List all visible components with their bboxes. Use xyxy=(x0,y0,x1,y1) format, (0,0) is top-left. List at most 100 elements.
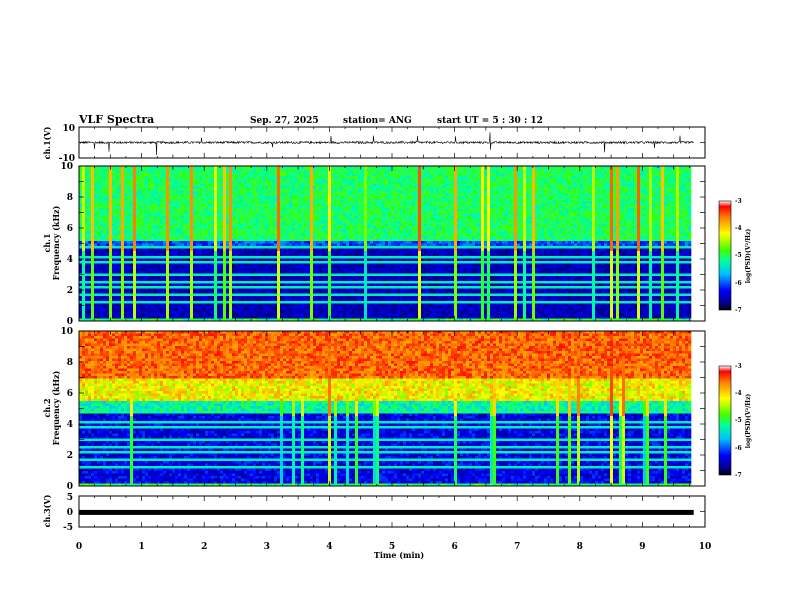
spectrogram-cell xyxy=(139,236,143,239)
spectrogram-cell xyxy=(274,298,278,302)
spectrogram-cell xyxy=(304,286,308,289)
spectrogram-cell xyxy=(226,296,230,299)
spectrogram-cell xyxy=(250,201,254,204)
spectrogram-cell xyxy=(199,198,203,202)
spectrogram-cell xyxy=(169,306,173,309)
spectrogram-cell xyxy=(265,198,269,202)
spectrogram-cell xyxy=(286,261,290,264)
spectrogram-cell xyxy=(133,166,137,169)
spectrogram-cell xyxy=(175,306,179,309)
spectrogram-cell xyxy=(262,221,266,224)
spectrogram-cell xyxy=(286,263,290,267)
spectrogram-cell xyxy=(133,273,137,277)
spectrogram-cell xyxy=(190,293,194,297)
spectrogram-cell xyxy=(121,191,125,194)
spectrogram-cell xyxy=(91,253,95,257)
spectrogram-cell xyxy=(313,183,317,187)
spectrogram-cell xyxy=(79,228,83,232)
spectrogram-cell xyxy=(253,236,257,239)
spectrogram-cell xyxy=(175,186,179,189)
spectrogram-cell xyxy=(163,278,167,282)
spectrogram-cell xyxy=(217,188,221,192)
spectrogram-cell xyxy=(127,303,131,307)
spectrogram-cell xyxy=(202,256,206,259)
spectrogram-cell xyxy=(310,266,314,269)
spectrogram-cell xyxy=(283,278,287,282)
spectrogram-cell xyxy=(217,303,221,307)
spectrogram-cell xyxy=(253,263,257,267)
spectrogram-cell xyxy=(208,311,212,314)
spectrogram-cell xyxy=(256,251,260,254)
spectrogram-cell xyxy=(79,168,83,172)
spectrogram-cell xyxy=(286,228,290,232)
spectrogram-cell xyxy=(235,241,239,244)
spectrogram-cell xyxy=(190,173,194,177)
spectrogram-cell xyxy=(217,218,221,222)
spectrogram-cell xyxy=(130,231,134,234)
spectrogram-cell xyxy=(280,253,284,257)
spectrogram-cell xyxy=(163,268,167,272)
spectrogram-cell xyxy=(142,211,146,214)
spectrogram-cell xyxy=(97,291,101,294)
spectrogram-cell xyxy=(283,313,287,317)
spectrogram-cell xyxy=(220,288,224,292)
spectrogram-cell xyxy=(247,286,251,289)
spectrogram-cell xyxy=(199,178,203,182)
spectrogram-cell xyxy=(313,306,317,309)
spectrogram-cell xyxy=(298,283,302,287)
spectrogram-cell xyxy=(187,296,191,299)
spectrogram-cell xyxy=(136,196,140,199)
spectrogram-cell xyxy=(139,196,143,199)
spectrogram-cell xyxy=(307,268,311,272)
spectrogram-cell xyxy=(184,233,188,237)
spectrogram-cell xyxy=(133,206,137,209)
spectrogram-cell xyxy=(163,201,167,204)
spectrogram-cell xyxy=(196,236,200,239)
spectrogram-cell xyxy=(109,211,113,214)
spectrogram-cell xyxy=(79,253,83,257)
spectrogram-cell xyxy=(304,303,308,307)
spectrogram-cell xyxy=(298,273,302,277)
spectrogram-cell xyxy=(187,281,191,284)
spectrogram-cell xyxy=(154,268,158,272)
spectrogram-cell xyxy=(118,286,122,289)
spectrogram-cell xyxy=(265,196,269,199)
spectrogram-cell xyxy=(151,236,155,239)
spectrogram-cell xyxy=(211,316,215,319)
spectrogram-cell xyxy=(148,181,152,184)
spectrogram-cell xyxy=(310,186,314,189)
spectrogram-cell xyxy=(304,228,308,232)
spectrogram-cell xyxy=(118,266,122,269)
spectrogram-cell xyxy=(256,311,260,314)
spectrogram-cell xyxy=(313,208,317,212)
spectrogram-cell xyxy=(187,301,191,304)
spectrogram-cell xyxy=(103,276,107,279)
spectrogram-cell xyxy=(307,228,311,232)
spectrogram-cell xyxy=(193,203,197,207)
spectrogram-cell xyxy=(244,203,248,207)
spectrogram-cell xyxy=(121,193,125,197)
spectrogram-cell xyxy=(211,168,215,172)
spectrogram-cell xyxy=(283,258,287,262)
spectrogram-cell xyxy=(265,278,269,282)
spectrogram-cell xyxy=(184,286,188,289)
spectrogram-cell xyxy=(286,293,290,297)
spectrogram-cell xyxy=(190,221,194,224)
spectrogram-cell xyxy=(118,186,122,189)
spectrogram-cell xyxy=(202,178,206,182)
spectrogram-cell xyxy=(151,288,155,292)
spectrogram-cell xyxy=(211,268,215,272)
spectrogram-cell xyxy=(277,298,281,302)
spectrogram-cell xyxy=(310,281,314,284)
spectrogram-cell xyxy=(286,193,290,197)
spectrogram-cell xyxy=(262,203,266,207)
spectrogram-cell xyxy=(268,243,272,247)
spectrogram-cell xyxy=(97,313,101,317)
spectrogram-cell xyxy=(133,216,137,219)
spectrogram-cell xyxy=(304,196,308,199)
spectrogram-cell xyxy=(241,223,245,227)
spectrogram-cell xyxy=(112,193,116,197)
spectrogram-cell xyxy=(253,228,257,232)
spectrogram-cell xyxy=(229,201,233,204)
spectrogram-cell xyxy=(154,168,158,172)
